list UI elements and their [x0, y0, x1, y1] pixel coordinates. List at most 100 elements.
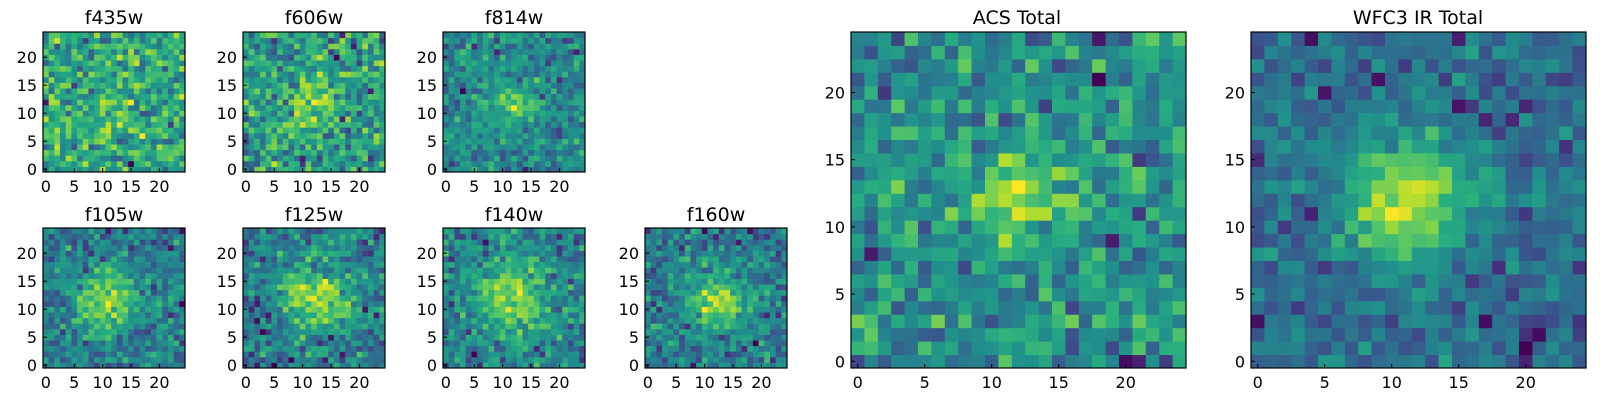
heatmap-cell [550, 362, 558, 369]
heatmap-cell [77, 300, 84, 307]
heatmap-cell [471, 244, 478, 251]
heatmap-cell [54, 306, 61, 313]
heatmap-cell [775, 250, 782, 257]
heatmap-cell [150, 340, 158, 347]
heatmap-cell [696, 284, 703, 291]
heatmap-cell [162, 160, 169, 167]
heatmap-cell [465, 261, 472, 268]
heatmap-cell [162, 138, 169, 145]
heatmap-cell [545, 99, 552, 106]
heatmap-cell [94, 54, 101, 61]
heatmap-cell [730, 239, 737, 246]
heatmap-cell [367, 99, 375, 106]
heatmap-cell [94, 166, 101, 173]
heatmap-cell [528, 351, 535, 358]
heatmap-cell [150, 289, 158, 296]
heatmap-cell [1145, 206, 1160, 221]
heatmap-cell [248, 60, 255, 67]
heatmap-cell [248, 37, 255, 44]
heatmap-cell [316, 300, 324, 307]
heatmap-cell [294, 110, 301, 117]
heatmap-cell [533, 334, 541, 341]
heatmap-cell [494, 37, 501, 44]
heatmap-cell [522, 306, 529, 313]
heatmap-cell [1078, 233, 1093, 248]
heatmap-cell [248, 76, 255, 83]
heatmap-cell [1065, 300, 1080, 315]
heatmap-cell [94, 116, 101, 123]
heatmap-cell [556, 345, 563, 352]
heatmap-cell [650, 295, 657, 302]
heatmap-cell [684, 317, 691, 324]
heatmap-cell [764, 362, 771, 369]
heatmap-cell [156, 239, 163, 246]
heatmap-cell [48, 37, 55, 44]
heatmap-cell [573, 317, 580, 324]
heatmap-cell [133, 82, 141, 89]
heatmap-cell [505, 37, 512, 44]
heatmap-cell [662, 334, 669, 341]
heatmap-cell [167, 362, 175, 369]
heatmap-cell [448, 312, 455, 319]
heatmap-cell [454, 127, 461, 134]
heatmap-cell [43, 48, 50, 55]
heatmap-cell [139, 267, 146, 274]
heatmap-cell [454, 272, 461, 279]
heatmap-cell [128, 295, 135, 302]
heatmap-cell [877, 126, 892, 141]
heatmap-cell [741, 267, 748, 274]
heatmap-cell [111, 362, 118, 369]
heatmap-cell [254, 351, 261, 358]
heatmap-cell [367, 345, 375, 352]
heatmap-cell [707, 306, 714, 313]
heatmap-cell [305, 256, 312, 263]
heatmap-cell [111, 144, 118, 151]
heatmap-cell [1172, 247, 1187, 261]
heatmap-cell [764, 228, 771, 235]
y-tick-label: 15 [217, 76, 237, 95]
heatmap-cell [556, 328, 563, 335]
heatmap-cell [139, 328, 146, 335]
heatmap-cell [465, 233, 472, 240]
heatmap-cell [333, 317, 341, 324]
heatmap-cell [1119, 193, 1133, 208]
heatmap-cell [465, 65, 472, 72]
heatmap-cell [539, 149, 546, 156]
heatmap-cell [311, 37, 318, 44]
heatmap-cell [1065, 233, 1080, 248]
heatmap-cell [465, 144, 472, 151]
heatmap-cell [60, 334, 67, 341]
heatmap-cell [645, 317, 652, 324]
heatmap-cell [477, 278, 484, 285]
heatmap-cell [985, 314, 999, 329]
heatmap-cell [133, 284, 141, 291]
heatmap-cell [350, 132, 358, 139]
heatmap-cell [122, 306, 129, 313]
heatmap-cell [477, 43, 484, 50]
heatmap-cell [277, 295, 284, 302]
heatmap-cell [505, 261, 512, 268]
heatmap-cell [128, 76, 135, 83]
heatmap-cell [516, 121, 524, 128]
heatmap-cell [167, 144, 175, 151]
panel-title: f814w [485, 7, 544, 29]
heatmap-cell [645, 323, 652, 330]
heatmap-cell [71, 127, 78, 134]
heatmap-cell [573, 284, 580, 291]
heatmap-cell [769, 328, 777, 335]
heatmap-cell [133, 267, 141, 274]
heatmap-cell [145, 116, 152, 123]
heatmap-cell [471, 127, 478, 134]
heatmap-cell [505, 306, 512, 313]
heatmap-cell [139, 48, 146, 55]
heatmap-cell [305, 300, 312, 307]
heatmap-cell [271, 306, 278, 313]
heatmap-cell [299, 356, 306, 363]
heatmap-cell [65, 160, 72, 167]
heatmap-cell [265, 312, 272, 319]
heatmap-cell [656, 239, 663, 246]
heatmap-cell [122, 328, 129, 335]
heatmap-cell [179, 261, 186, 268]
heatmap-cell [277, 138, 284, 145]
heatmap-cell [448, 351, 455, 358]
